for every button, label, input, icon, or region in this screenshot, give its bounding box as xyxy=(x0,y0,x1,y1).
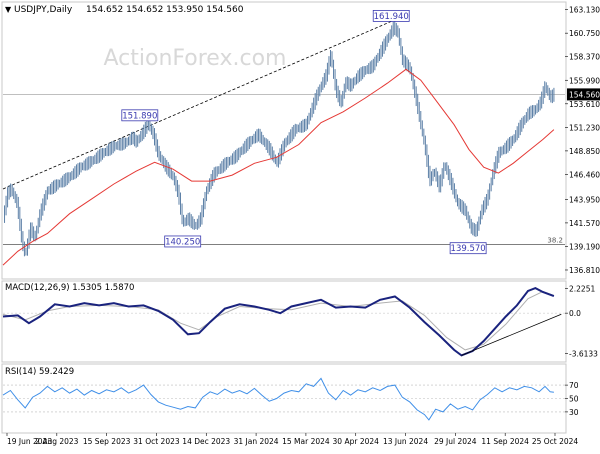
rsi-tick-label: 30 xyxy=(569,408,579,417)
moving-average-line xyxy=(2,68,555,266)
price-tick-label: 146.460 xyxy=(569,171,600,180)
price-panel: 38.2 151.890 161.940 140.250 139.570 xyxy=(2,9,565,266)
price-label: 139.570 xyxy=(451,244,486,254)
current-price-label: 154.560 xyxy=(569,90,600,99)
price-label-box xyxy=(449,242,487,255)
x-tick-label: 14 Dec 2023 xyxy=(182,437,230,446)
price-label-box xyxy=(372,9,410,22)
price-tick-label: 153.610 xyxy=(569,100,600,109)
price-label: 151.890 xyxy=(122,111,157,121)
ohlc-values: 154.652 154.652 153.950 154.560 xyxy=(86,5,244,15)
x-tick-label: 25 Oct 2024 xyxy=(532,437,579,446)
x-tick-label: 19 Jun 2023 xyxy=(7,437,52,446)
rsi-title: RSI(14) 59.2429 xyxy=(5,367,74,377)
macd-trendline xyxy=(461,313,562,356)
price-label: 140.250 xyxy=(165,237,200,247)
price-panel-frame xyxy=(1,1,567,280)
price-trendline xyxy=(2,21,392,190)
x-tick-label: 30 Apr 2024 xyxy=(333,437,380,446)
price-label-box xyxy=(121,109,159,122)
rsi-tick-label: 70 xyxy=(569,381,579,390)
price-tick-label: 151.230 xyxy=(569,123,600,132)
dropdown-arrow-icon[interactable]: ▼ xyxy=(5,5,12,14)
price-label: 161.940 xyxy=(374,12,409,22)
x-tick-label: 15 Mar 2024 xyxy=(282,437,330,446)
macd-tick-label: 0.0 xyxy=(569,309,581,318)
fib-level-label: 38.2 xyxy=(547,236,563,244)
price-tick-label: 148.850 xyxy=(569,147,600,156)
x-tick-label: 29 Jul 2024 xyxy=(434,437,477,446)
price-tick-label: 160.750 xyxy=(569,29,600,38)
price-tick-label: 158.370 xyxy=(569,53,600,62)
x-tick-label: 15 Sep 2023 xyxy=(83,437,131,446)
rsi-line xyxy=(2,377,554,421)
x-tick-label: 31 Oct 2023 xyxy=(133,437,180,446)
price-tick-label: 136.810 xyxy=(569,266,600,275)
x-tick-label: 11 Sep 2024 xyxy=(481,437,529,446)
macd-title: MACD(12,26,9) 1.5305 1.5870 xyxy=(5,283,134,293)
symbol-label: USDJPY,Daily xyxy=(14,5,73,15)
x-tick-label: 2 Aug 2023 xyxy=(35,437,78,446)
macd-tick-label: 2.2251 xyxy=(569,284,595,293)
rsi-tick-label: 50 xyxy=(569,395,579,404)
price-label-box xyxy=(164,235,202,248)
macd-panel-frame xyxy=(1,280,567,363)
axes: 163.130 160.750 158.370 155.990 153.610 151.2… xyxy=(6,6,600,446)
macd-signal-line xyxy=(2,290,555,351)
macd-panel xyxy=(2,287,565,357)
rsi-panel xyxy=(2,377,565,421)
price-tick-label: 139.190 xyxy=(569,242,600,251)
current-price-tag xyxy=(567,88,600,101)
x-tick-label: 31 Jan 2024 xyxy=(234,437,279,446)
price-tick-label: 155.990 xyxy=(569,76,600,85)
price-tick-label: 141.570 xyxy=(569,219,600,228)
macd-line xyxy=(2,287,555,357)
price-tick-label: 163.130 xyxy=(569,6,600,15)
x-tick-label: 13 Jun 2024 xyxy=(383,437,428,446)
macd-tick-label: -3.6133 xyxy=(569,349,598,358)
watermark: ActionForex.com xyxy=(104,46,287,71)
price-tick-label: 143.950 xyxy=(569,195,600,204)
